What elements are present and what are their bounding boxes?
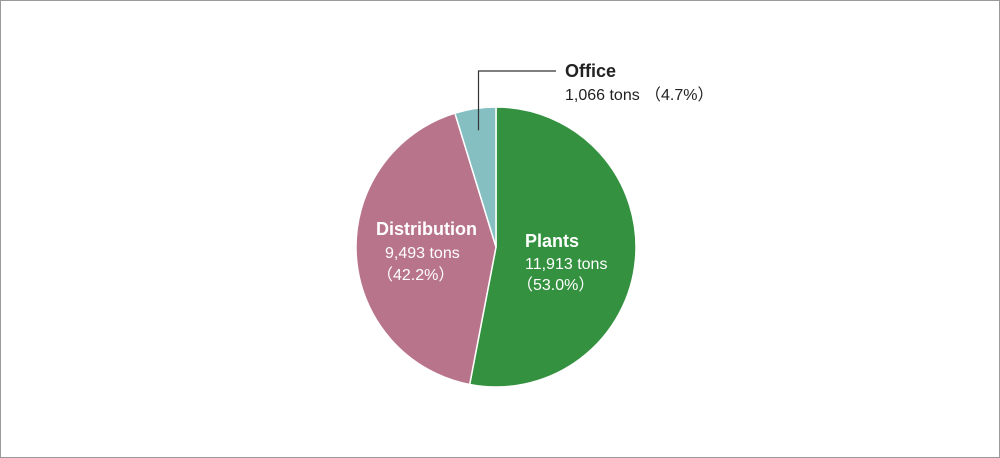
pie-slice-distribution — [355, 112, 497, 386]
label-distribution-percent: （42.2%） — [377, 266, 454, 284]
label-distribution-value: 9,493 tons — [385, 245, 460, 262]
office-leader-line — [477, 70, 556, 131]
label-office-percent: （4.7%） — [645, 86, 713, 104]
label-plants-name: Plants — [525, 231, 579, 251]
label-distribution: Distribution 9,493 tons （42.2%） — [376, 219, 477, 284]
pie-slice-plants — [468, 106, 637, 388]
label-plants: Plants 11,913 tons （53.0%） — [517, 231, 607, 294]
label-plants-percent: （53.0%） — [517, 276, 594, 294]
label-office-value: 1,066 tons — [565, 87, 640, 104]
pie-slice-office — [453, 106, 497, 248]
label-plants-value: 11,913 tons — [525, 256, 607, 273]
label-office: Office 1,066 tons （4.7%） — [565, 61, 713, 104]
office-leader-path — [477, 70, 556, 131]
label-distribution-name: Distribution — [376, 219, 477, 239]
label-office-name: Office — [565, 61, 616, 81]
pie-slices — [355, 106, 637, 388]
